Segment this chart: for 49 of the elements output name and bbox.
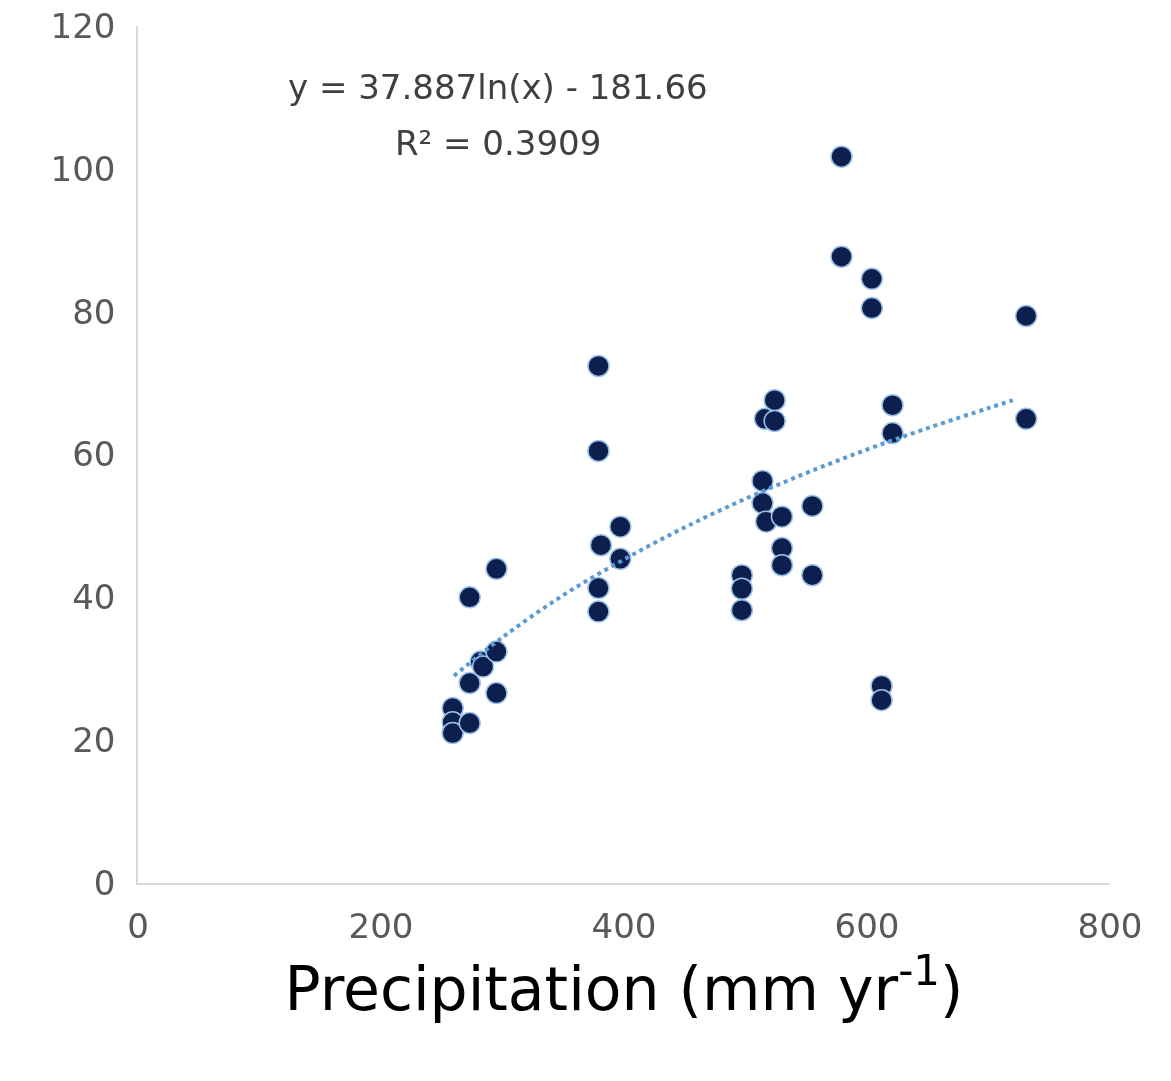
- y-tick-label: 120: [50, 5, 116, 46]
- x-tick-label: 200: [348, 905, 414, 946]
- point: [770, 553, 794, 577]
- point: [589, 533, 613, 557]
- y-tick-label: 40: [72, 577, 116, 618]
- point: [485, 640, 508, 663]
- line-series: [451, 398, 1015, 678]
- point: [770, 505, 794, 528]
- y-tick-label: 0: [93, 862, 116, 903]
- point: [1014, 407, 1038, 431]
- point: [471, 655, 495, 678]
- point: [801, 563, 824, 587]
- x-tick-label: 0: [127, 905, 149, 946]
- x-axis-title: Precipitation (mm yr$^{-1}$): [284, 945, 964, 1024]
- y-tick-label: 20: [72, 720, 116, 761]
- point: [881, 421, 904, 445]
- point: [458, 671, 481, 695]
- point: [458, 586, 481, 609]
- point: [587, 439, 610, 463]
- point: [860, 267, 884, 291]
- x-tick-label: 600: [834, 905, 900, 946]
- point: [609, 515, 632, 538]
- x-tick-label: 400: [591, 905, 657, 946]
- x-tick-label: 800: [1077, 905, 1143, 946]
- point: [587, 576, 610, 600]
- point: [458, 711, 481, 735]
- annotation: y = 37.887ln(x) - 181.66: [288, 67, 708, 107]
- y-tick-label: 100: [50, 148, 116, 189]
- point: [860, 296, 884, 320]
- y-tick-label: 80: [72, 291, 116, 332]
- y-tick-label: 60: [72, 434, 116, 475]
- point: [830, 245, 853, 268]
- point: [881, 393, 904, 417]
- point: [1014, 304, 1038, 328]
- point: [730, 598, 754, 622]
- point: [870, 688, 893, 712]
- point: [830, 145, 853, 168]
- point: [801, 494, 824, 518]
- point: [751, 491, 774, 515]
- point: [485, 557, 508, 581]
- point: [751, 469, 774, 493]
- point: [587, 354, 610, 378]
- point: [587, 600, 610, 623]
- point: [763, 388, 786, 412]
- point: [485, 681, 508, 705]
- annotation: R² = 0.3909: [395, 123, 602, 163]
- point: [730, 577, 754, 600]
- point: [763, 409, 786, 433]
- point: [441, 721, 464, 745]
